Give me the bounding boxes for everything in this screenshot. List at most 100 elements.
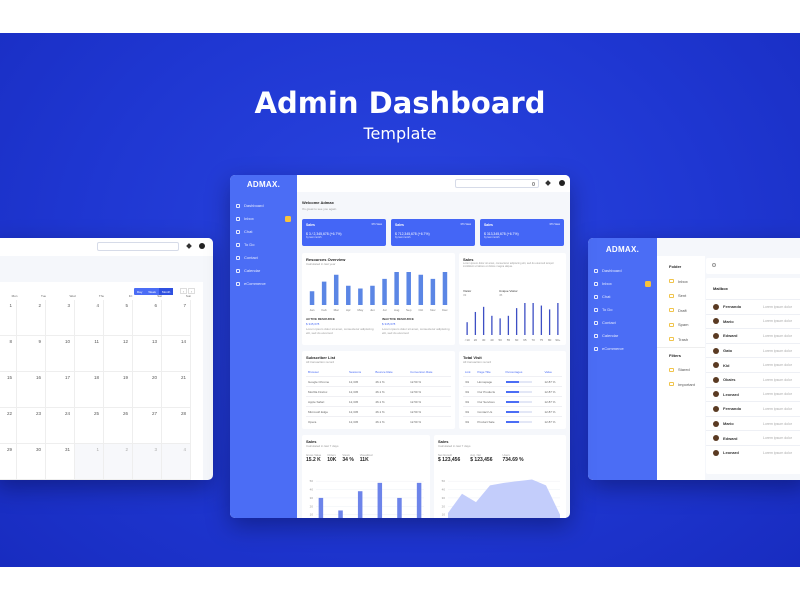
calendar-day[interactable]: 29 [0, 444, 17, 480]
filter-important[interactable]: Important [657, 377, 705, 392]
folder-draft[interactable]: Draft [657, 303, 705, 318]
sidebar-item-chat[interactable]: Chat [230, 225, 297, 238]
stat-tag: 371 View [371, 223, 382, 226]
table-cell: 12,345 [346, 386, 374, 397]
sidebar-item-chat[interactable]: Chat [588, 290, 657, 303]
day-button[interactable]: Day [137, 289, 143, 294]
sidebar-item-to-do[interactable]: To Do [588, 303, 657, 316]
avatar[interactable] [559, 180, 565, 186]
folder-sent[interactable]: Sent [657, 289, 705, 304]
logo: ADMAX. [246, 180, 281, 189]
calendar-day[interactable]: 7 [162, 300, 191, 336]
search-input[interactable] [455, 179, 539, 188]
sidebar-item-ecommerce[interactable]: eCommerce [230, 277, 297, 290]
calendar-day[interactable]: 10 [46, 336, 75, 372]
calendar-day[interactable]: 5 [104, 300, 133, 336]
bar [557, 303, 559, 335]
calendar-day[interactable]: 2 [17, 300, 46, 336]
x-tick-label: 90+ [555, 338, 560, 342]
kpi-value: 11K [359, 457, 369, 463]
folder-inbox[interactable]: Inbox [657, 274, 705, 289]
calendar-day[interactable]: 23 [17, 408, 46, 444]
cart-icon [236, 281, 240, 286]
kpi-value: 10K [327, 457, 337, 463]
mail-row[interactable]: Edward Lorem ipsum dolor [706, 430, 800, 445]
sidebar-item-inbox[interactable]: Inbox [588, 277, 657, 290]
calendar-day[interactable]: 1 [0, 300, 17, 336]
mail-preview: Lorem ipsum dolor [763, 421, 792, 426]
sidebar-item-contact[interactable]: Contact [588, 316, 657, 329]
prev-button[interactable]: ‹ [180, 288, 187, 294]
filter-stared[interactable]: Stared [657, 363, 705, 378]
mail-search[interactable] [706, 258, 800, 274]
calendar-day[interactable]: 14 [162, 336, 191, 372]
calendar-day[interactable]: 13 [133, 336, 162, 372]
calendar-day[interactable]: 4 [162, 444, 191, 480]
sidebar-item-dashboard[interactable]: Dashboard [230, 199, 297, 212]
calendar-day[interactable]: 31 [46, 444, 75, 480]
calendar-day[interactable]: 28 [162, 408, 191, 444]
sidebar-item-calendar[interactable]: Calendar [588, 329, 657, 342]
mail-row[interactable]: Leonard Lorem ipsum dolor [706, 444, 800, 460]
calendar-day[interactable]: 3 [46, 300, 75, 336]
week-button[interactable]: Week [148, 289, 156, 294]
search-input[interactable] [97, 242, 179, 251]
calendar-day[interactable]: 27 [133, 408, 162, 444]
calendar-day[interactable]: 4 [75, 300, 104, 336]
sidebar-item-contact[interactable]: Contact [230, 251, 297, 264]
mail-row[interactable]: Mario Lorem ipsum dolor [706, 313, 800, 329]
calendar-day[interactable]: 20 [133, 372, 162, 408]
mail-row[interactable]: Fernando Lorem ipsum dolor [706, 299, 800, 314]
card-title: Total Visit [463, 355, 482, 360]
calendar-day[interactable]: 19 [104, 372, 133, 408]
mail-row[interactable]: Edward Lorem ipsum dolor [706, 328, 800, 343]
calendar-icon [236, 268, 240, 273]
calendar-day[interactable]: 1 [75, 444, 104, 480]
table-cell [503, 416, 543, 426]
kpi-value: 34 % [342, 457, 354, 463]
calendar-day[interactable]: 9 [17, 336, 46, 372]
todo-icon [594, 307, 598, 312]
sidebar-item-inbox[interactable]: Inbox [230, 212, 297, 225]
mail-preview: Lorem ipsum dolor [763, 436, 792, 441]
calendar-day[interactable]: 26 [104, 408, 133, 444]
mail-row[interactable]: Mario Lorem ipsum dolor [706, 415, 800, 431]
calendar-day[interactable]: 8 [0, 336, 17, 372]
calendar-day[interactable]: 18 [75, 372, 104, 408]
calendar-day[interactable]: 11 [75, 336, 104, 372]
table-cell: Our Products [475, 386, 504, 397]
sidebar-item-calendar[interactable]: Calendar [230, 264, 297, 277]
avatar [713, 435, 719, 442]
mail-row[interactable]: Leonard Lorem ipsum dolor [706, 386, 800, 402]
folder-trash[interactable]: Trash [657, 332, 705, 347]
calendar-day[interactable]: 25 [75, 408, 104, 444]
calendar-day[interactable]: 30 [17, 444, 46, 480]
calendar-day[interactable]: 3 [133, 444, 162, 480]
sidebar-item-dashboard[interactable]: Dashboard [588, 264, 657, 277]
sender-name: Mario [723, 318, 734, 324]
x-tick-label: 55 [507, 338, 511, 342]
month-button[interactable]: Month [158, 288, 174, 295]
calendar-day[interactable]: 24 [46, 408, 75, 444]
mail-row[interactable]: Kid Lorem ipsum dolor [706, 357, 800, 372]
calendar-day[interactable]: 12 [104, 336, 133, 372]
mail-row[interactable]: Gato Lorem ipsum dolor [706, 342, 800, 358]
calendar-day[interactable]: 17 [46, 372, 75, 408]
calendar-day[interactable]: 22 [0, 408, 17, 444]
search-icon [531, 182, 535, 186]
calendar-day[interactable]: 6 [133, 300, 162, 336]
sidebar-item-ecommerce[interactable]: eCommerce [588, 342, 657, 355]
next-button[interactable]: › [188, 288, 195, 294]
bar [397, 497, 402, 518]
y-tick-label: 10 [310, 513, 314, 517]
sidebar-item-to-do[interactable]: To Do [230, 238, 297, 251]
avatar[interactable] [199, 243, 205, 249]
x-tick-label: Jan [310, 308, 315, 312]
calendar-day[interactable]: 15 [0, 372, 17, 408]
mail-row[interactable]: Okairs Lorem ipsum dolor [706, 371, 800, 387]
mail-row[interactable]: Fernando Lorem ipsum dolor [706, 401, 800, 416]
calendar-day[interactable]: 2 [104, 444, 133, 480]
calendar-day[interactable]: 21 [162, 372, 191, 408]
calendar-day[interactable]: 16 [17, 372, 46, 408]
folder-spam[interactable]: Spam [657, 318, 705, 333]
